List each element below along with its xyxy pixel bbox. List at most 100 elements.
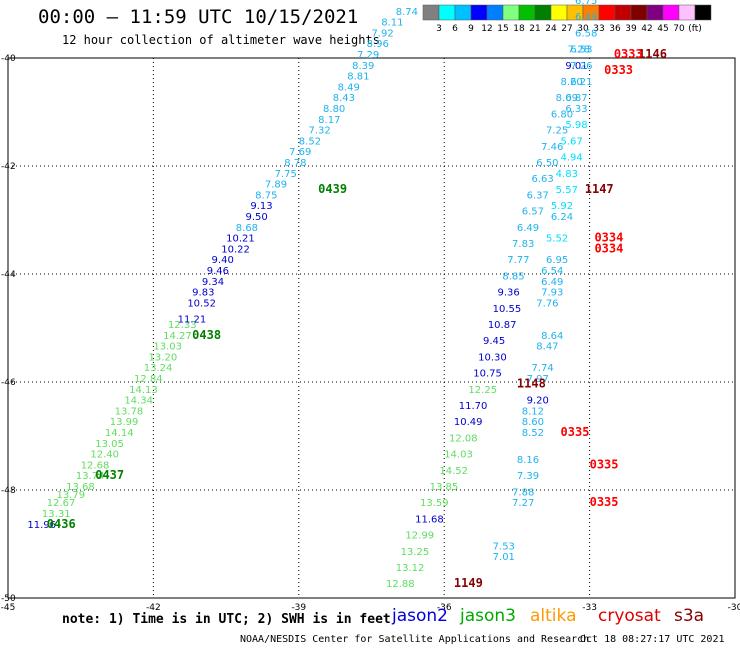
swh-value-label: 8.85 bbox=[502, 271, 524, 282]
swh-value-label: 8.52 bbox=[522, 428, 544, 439]
swh-value-label: 9.20 bbox=[527, 396, 549, 407]
time-label: 0436 bbox=[47, 517, 76, 531]
time-label: 1146 bbox=[638, 47, 667, 61]
swh-value-label: 8.11 bbox=[381, 18, 403, 29]
colorbar-swatch bbox=[630, 4, 648, 21]
swh-value-label: 8.60 bbox=[522, 417, 544, 428]
footer-timestamp: Oct 18 08:27:17 UTC 2021 bbox=[580, 634, 725, 645]
swh-value-label: 14.13 bbox=[129, 385, 158, 396]
colorbar-label: 45 bbox=[657, 24, 668, 34]
swh-value-label: 13.25 bbox=[401, 547, 430, 558]
colorbar-swatch bbox=[614, 4, 632, 21]
colorbar-swatch bbox=[550, 4, 568, 21]
time-label: 0335 bbox=[561, 425, 590, 439]
swh-value-label: 6.49 bbox=[517, 223, 539, 234]
swh-value-label: 6.63 bbox=[531, 174, 553, 185]
swh-value-label: 9.36 bbox=[498, 288, 520, 299]
swh-value-label: 9.46 bbox=[207, 266, 229, 277]
x-tick-label: -39 bbox=[291, 603, 306, 613]
swh-value-label: 6.87 bbox=[565, 93, 587, 104]
swh-value-label: 6.58 bbox=[575, 28, 597, 39]
time-label: 0335 bbox=[590, 457, 619, 471]
swh-value-label: 9.34 bbox=[202, 277, 224, 288]
colorbar-label: 70 bbox=[673, 24, 685, 34]
time-label: 0334 bbox=[594, 241, 623, 255]
swh-value-label: 8.64 bbox=[541, 331, 563, 342]
swh-value-label: 6.54 bbox=[541, 266, 563, 277]
swh-value-label: 7.75 bbox=[275, 169, 297, 180]
swh-value-label: 7.76 bbox=[536, 298, 558, 309]
chart-subtitle: 12 hour collection of altimeter wave hei… bbox=[62, 33, 380, 47]
swh-value-label: 13.12 bbox=[396, 563, 425, 574]
swh-value-label: 7.25 bbox=[546, 126, 568, 137]
colorbar-label: 33 bbox=[593, 24, 604, 34]
legend-jason2: jason2 bbox=[392, 606, 448, 626]
swh-value-label: 13.05 bbox=[95, 439, 124, 450]
footer-note: note: 1) Time is in UTC; 2) SWH is in fe… bbox=[62, 612, 391, 627]
swh-value-label: 7.92 bbox=[372, 28, 394, 39]
swh-value-label: 5.92 bbox=[551, 201, 573, 212]
swh-value-label: 4.83 bbox=[556, 169, 578, 180]
swh-value-label: 13.85 bbox=[430, 482, 459, 493]
swh-value-label: 12.25 bbox=[468, 385, 497, 396]
swh-value-label: 9.50 bbox=[245, 212, 267, 223]
swh-value-label: 12.67 bbox=[47, 498, 76, 509]
swh-value-label: 7.69 bbox=[289, 147, 311, 158]
y-tick-label: -46 bbox=[1, 378, 16, 388]
time-label: 1149 bbox=[454, 576, 483, 590]
swh-value-label: 13.99 bbox=[110, 417, 139, 428]
swh-value-label: 6.95 bbox=[546, 255, 568, 266]
swh-value-label: 8.17 bbox=[318, 115, 340, 126]
swh-value-label: 13.03 bbox=[153, 342, 182, 353]
swh-value-label: 8.52 bbox=[299, 136, 321, 147]
x-tick-label: -42 bbox=[146, 603, 161, 613]
swh-value-label: 13.24 bbox=[144, 363, 173, 374]
swh-value-label: 12.08 bbox=[449, 433, 478, 444]
swh-value-label: 10.87 bbox=[488, 320, 517, 331]
swh-value-label: 13.20 bbox=[149, 352, 178, 363]
swh-value-label: 11.21 bbox=[178, 315, 207, 326]
swh-value-label: 7.27 bbox=[512, 498, 534, 509]
colorbar-label: 9 bbox=[468, 24, 474, 34]
colorbar-swatch bbox=[662, 4, 680, 21]
swh-value-label: 12.84 bbox=[134, 374, 163, 385]
swh-value-label: 8.75 bbox=[255, 190, 277, 201]
swh-value-label: 12.88 bbox=[386, 579, 415, 590]
colorbar-label: 24 bbox=[545, 24, 557, 34]
swh-value-label: 7.74 bbox=[531, 363, 553, 374]
swh-value-label: 9.83 bbox=[192, 288, 214, 299]
swh-value-label: 12.68 bbox=[81, 460, 110, 471]
time-label: 0438 bbox=[192, 328, 221, 342]
swh-value-label: 7.32 bbox=[308, 126, 330, 137]
swh-value-label: 10.52 bbox=[187, 298, 216, 309]
colorbar-swatch bbox=[534, 4, 552, 21]
swh-value-label: 7.53 bbox=[493, 541, 515, 552]
swh-value-label: 12.40 bbox=[90, 450, 119, 461]
time-label: 0437 bbox=[95, 468, 124, 482]
swh-value-label: 7.29 bbox=[357, 50, 379, 61]
swh-value-label: 10.30 bbox=[478, 352, 507, 363]
colorbar-label: (ft) bbox=[688, 24, 702, 34]
swh-value-label: 8.16 bbox=[517, 455, 539, 466]
swh-value-label: 11.70 bbox=[459, 401, 488, 412]
swh-value-label: 13.59 bbox=[420, 498, 449, 509]
x-tick-label: -33 bbox=[582, 603, 597, 613]
swh-value-label: 8.96 bbox=[367, 39, 389, 50]
swh-value-label: 7.39 bbox=[517, 471, 539, 482]
colorbar-label: 36 bbox=[609, 24, 621, 34]
colorbar-label: 6 bbox=[452, 24, 458, 34]
x-tick-label: -36 bbox=[437, 603, 452, 613]
colorbar-label: 21 bbox=[529, 24, 540, 34]
time-label: 0439 bbox=[318, 182, 347, 196]
time-label: 0334 bbox=[594, 231, 623, 245]
swh-value-label: 7.77 bbox=[507, 255, 529, 266]
colorbar-swatch bbox=[694, 4, 712, 21]
swh-value-label: 10.49 bbox=[454, 417, 483, 428]
colorbar-label: 15 bbox=[497, 24, 508, 34]
swh-value-label: 7.26 bbox=[570, 61, 592, 72]
swh-value-label: 10.22 bbox=[221, 244, 250, 255]
colorbar-swatch bbox=[486, 4, 504, 21]
swh-value-label: 11.68 bbox=[415, 514, 444, 525]
swh-value-label: 9.40 bbox=[212, 255, 234, 266]
colorbar-swatch bbox=[646, 4, 664, 21]
